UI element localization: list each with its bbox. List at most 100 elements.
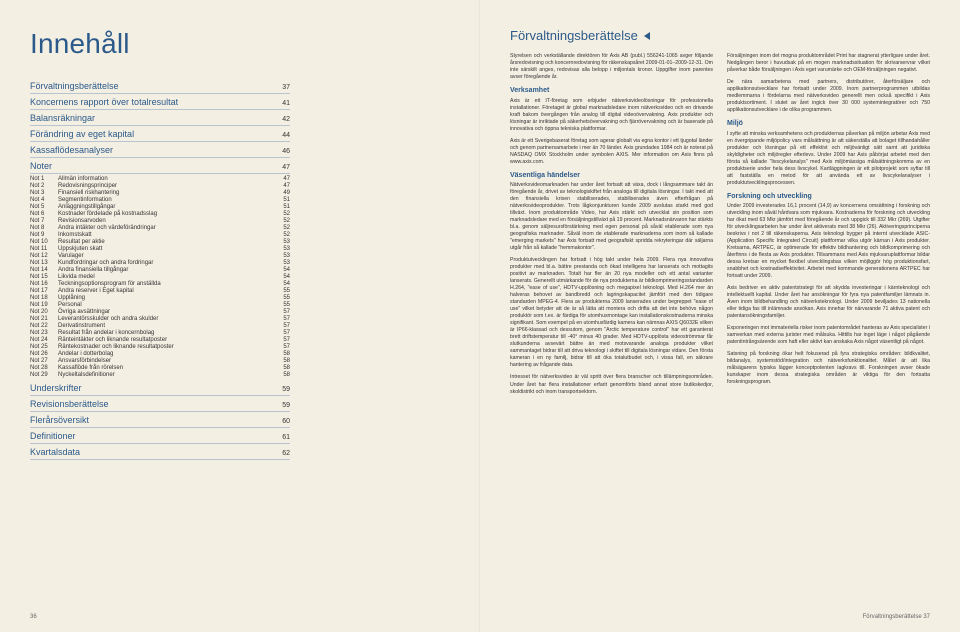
toc-section-row: Underskrifter 59	[30, 380, 290, 396]
note-page: 53	[274, 246, 290, 252]
toc-note-row: Not 16Teckningsoptionsprogram för anstäl…	[30, 280, 290, 287]
toc-section-page: 62	[282, 450, 290, 457]
note-number: Not 3	[30, 190, 58, 196]
toc-note-row: Not 23Resultat från andelar i koncernbol…	[30, 329, 290, 336]
right-page: Förvaltningsberättelse Styrelsen och ver…	[480, 0, 960, 632]
toc-section-label: Balansräkningar	[30, 113, 95, 123]
note-number: Not 13	[30, 260, 58, 266]
note-title: Nyckeltalsdefinitioner	[58, 372, 274, 378]
note-title: Resultat från andelar i koncernbolag	[58, 330, 274, 336]
arrow-left-icon	[644, 32, 650, 40]
note-title: Andra finansiella tillgångar	[58, 267, 274, 273]
note-number: Not 7	[30, 218, 58, 224]
subhead-fou: Forskning och utveckling	[727, 192, 930, 201]
note-number: Not 24	[30, 337, 58, 343]
toc-note-row: Not 26Andelar i dotterbolag58	[30, 350, 290, 357]
column-2: Försäljningen inom det mogna produktområ…	[727, 53, 930, 401]
toc-section-row: Balansräkningar 42	[30, 110, 290, 126]
note-page: 58	[274, 358, 290, 364]
note-page: 52	[274, 232, 290, 238]
toc-section-page: 59	[282, 386, 290, 393]
body-text: Axis är ett IT-företag som erbjuder nätv…	[510, 98, 713, 133]
note-title: Likvida medel	[58, 274, 274, 280]
note-title: Andra intäkter och värdeförändringar	[58, 225, 274, 231]
note-page: 54	[274, 281, 290, 287]
note-page: 47	[274, 183, 290, 189]
toc-note-row: Not 13Kundfordringar och andra fordringa…	[30, 259, 290, 266]
note-title: Teckningsoptionsprogram för anställda	[58, 281, 274, 287]
subhead-handelser: Väsentliga händelser	[510, 171, 713, 180]
note-number: Not 25	[30, 344, 58, 350]
toc-note-row: Not 12Varulager53	[30, 252, 290, 259]
note-page: 57	[274, 330, 290, 336]
toc-section-label: Förvaltningsberättelse	[30, 81, 119, 91]
note-page: 57	[274, 344, 290, 350]
body-text: Intresset för nätverksvideo är väl sprit…	[510, 374, 713, 395]
note-title: Allmän information	[58, 176, 274, 182]
toc-note-row: Not 14Andra finansiella tillgångar54	[30, 266, 290, 273]
note-page: 52	[274, 211, 290, 217]
note-title: Upplåning	[58, 295, 274, 301]
note-page: 58	[274, 351, 290, 357]
body-text: Exponeringen mot immateriella risker ino…	[727, 325, 930, 346]
toc-section-page: 44	[282, 132, 290, 139]
note-title: Ränteintäkter och liknande resultatposte…	[58, 337, 274, 343]
toc-note-row: Not 18Upplåning55	[30, 294, 290, 301]
subhead-verksamhet: Verksamhet	[510, 86, 713, 95]
body-text: Försäljningen inom det mogna produktområ…	[727, 53, 930, 74]
note-number: Not 9	[30, 232, 58, 238]
toc-note-row: Not 27Ansvarsförbindelser58	[30, 357, 290, 364]
note-page: 55	[274, 288, 290, 294]
toc-section-page: 42	[282, 116, 290, 123]
toc-section-label: Revisionsberättelse	[30, 399, 109, 409]
note-title: Kostnader fördelade på kostnadsslag	[58, 211, 274, 217]
note-page: 57	[274, 323, 290, 329]
toc-title: Innehåll	[30, 28, 449, 60]
toc-section-page: 59	[282, 402, 290, 409]
toc-section-row: Kassaflödesanalyser46	[30, 142, 290, 158]
toc-section-page: 61	[282, 434, 290, 441]
left-page-number: 36	[30, 614, 37, 620]
note-number: Not 11	[30, 246, 58, 252]
note-title: Resultat per aktie	[58, 239, 274, 245]
note-number: Not 28	[30, 365, 58, 371]
note-page: 57	[274, 316, 290, 322]
left-page: Innehåll Förvaltningsberättelse37Koncern…	[0, 0, 480, 632]
toc-section-page: 47	[282, 164, 290, 171]
note-title: Personal	[58, 302, 274, 308]
note-title: Anläggningstillgångar	[58, 204, 274, 210]
note-page: 47	[274, 176, 290, 182]
note-page: 52	[274, 218, 290, 224]
note-page: 58	[274, 372, 290, 378]
note-title: Finansiell riskhantering	[58, 190, 274, 196]
note-title: Räntekostnader och liknande resultatpost…	[58, 344, 274, 350]
toc-section-label: Underskrifter	[30, 383, 82, 393]
toc-notes: Not 1Allmän information47Not 2Redovisnin…	[30, 175, 449, 378]
note-title: Andra reserver i Eget kapital	[58, 288, 274, 294]
subhead-miljo: Miljö	[727, 119, 930, 128]
toc-sections-before: Förvaltningsberättelse37Koncernens rappo…	[30, 78, 449, 174]
toc-note-row: Not 24Ränteintäkter och liknande resulta…	[30, 336, 290, 343]
note-title: Övriga avsättningar	[58, 309, 274, 315]
right-page-number: Förvaltningsberättelse 37	[863, 614, 930, 620]
toc-note-row: Not 2Redovisningsprinciper47	[30, 182, 290, 189]
toc-note-row: Not 19Personal55	[30, 301, 290, 308]
toc-note-row: Not 10Resultat per aktie53	[30, 238, 290, 245]
note-number: Not 17	[30, 288, 58, 294]
note-page: 55	[274, 295, 290, 301]
note-page: 58	[274, 365, 290, 371]
toc-note-row: Not 11Uppskjuten skatt53	[30, 245, 290, 252]
toc-section-page: 41	[282, 100, 290, 107]
note-number: Not 16	[30, 281, 58, 287]
toc-section-row: Kvartalsdata62	[30, 444, 290, 460]
note-number: Not 14	[30, 267, 58, 273]
note-number: Not 26	[30, 351, 58, 357]
note-title: Uppskjuten skatt	[58, 246, 274, 252]
note-number: Not 10	[30, 239, 58, 245]
note-page: 51	[274, 197, 290, 203]
toc-note-row: Not 6Kostnader fördelade på kostnadsslag…	[30, 210, 290, 217]
note-page: 57	[274, 337, 290, 343]
toc-section-row: Revisionsberättelse 59	[30, 396, 290, 412]
note-page: 54	[274, 267, 290, 273]
toc-section-row: Definitioner61	[30, 428, 290, 444]
